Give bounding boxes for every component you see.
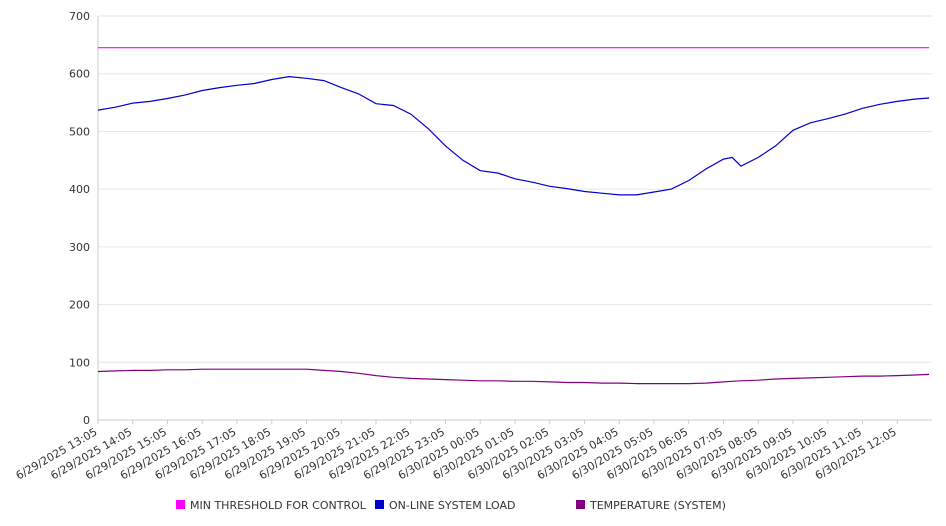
legend-label: TEMPERATURE (SYSTEM) [589, 499, 726, 512]
y-tick-label: 600 [69, 68, 90, 81]
series-line-on-line-system-load [97, 75, 930, 196]
gridlines [98, 15, 932, 363]
legend-label: ON-LINE SYSTEM LOAD [389, 499, 515, 512]
legend-label: MIN THRESHOLD FOR CONTROL [190, 499, 367, 512]
y-tick-label: 0 [83, 414, 90, 427]
legend-swatch [576, 500, 585, 509]
legend: MIN THRESHOLD FOR CONTROL ON-LINE SYSTEM … [176, 499, 726, 512]
y-tick-label: 500 [69, 125, 90, 138]
y-tick-label: 100 [69, 356, 90, 369]
x-tick-labels: 6/29/2025 13:056/29/2025 14:056/29/2025 … [14, 420, 899, 482]
axes [97, 16, 932, 421]
y-tick-label: 400 [69, 183, 90, 196]
y-tick-label: 300 [69, 241, 90, 254]
series-lines [97, 47, 930, 385]
y-tick-labels: 0 100 200 300 400 500 600 700 [69, 10, 90, 427]
legend-swatch [375, 500, 384, 509]
y-tick-label: 700 [69, 10, 90, 23]
y-tick-label: 200 [69, 299, 90, 312]
legend-swatch [176, 500, 185, 509]
series-line-temperature-system [97, 368, 930, 385]
